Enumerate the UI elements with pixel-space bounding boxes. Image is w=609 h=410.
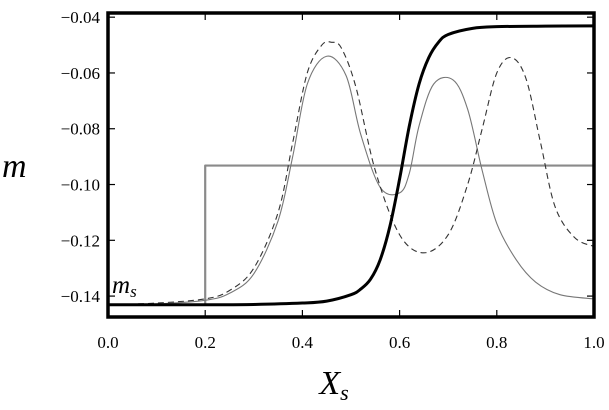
series-group <box>107 24 595 307</box>
x-tick-label: 1.0 <box>583 333 604 352</box>
y-tick-label: −0.10 <box>61 176 100 195</box>
x-tick-label: 0.4 <box>292 333 314 352</box>
x-tick-label: 0.8 <box>486 333 507 352</box>
x-tick-label: 0.0 <box>97 333 118 352</box>
y-tick-label: −0.14 <box>61 287 101 306</box>
x-axis-label: Xs <box>317 365 348 405</box>
series-sigmoid-line <box>107 24 595 307</box>
x-axis-label-subscript: s <box>340 380 349 405</box>
y-axis-ticks: −0.14 −0.12 −0.10 −0.08 −0.06 −0.04 <box>61 8 594 306</box>
curve-annotation-subscript: s <box>130 282 137 301</box>
curve-annotation: ms <box>112 272 137 301</box>
x-tick-label: 0.2 <box>195 333 216 352</box>
y-tick-label: −0.06 <box>61 64 100 83</box>
x-tick-label: 0.6 <box>389 333 410 352</box>
series-thin-gray-line <box>107 55 595 306</box>
plot-frame <box>106 11 596 319</box>
y-tick-label: −0.08 <box>61 120 100 139</box>
series-dashed-line <box>107 41 595 306</box>
x-axis-ticks: 0.0 0.2 0.4 0.6 0.8 1.0 <box>97 13 605 352</box>
y-tick-label: −0.12 <box>61 231 100 250</box>
y-tick-label: −0.04 <box>61 8 101 27</box>
series-step-line <box>108 164 594 306</box>
y-axis-label: m <box>2 148 27 185</box>
